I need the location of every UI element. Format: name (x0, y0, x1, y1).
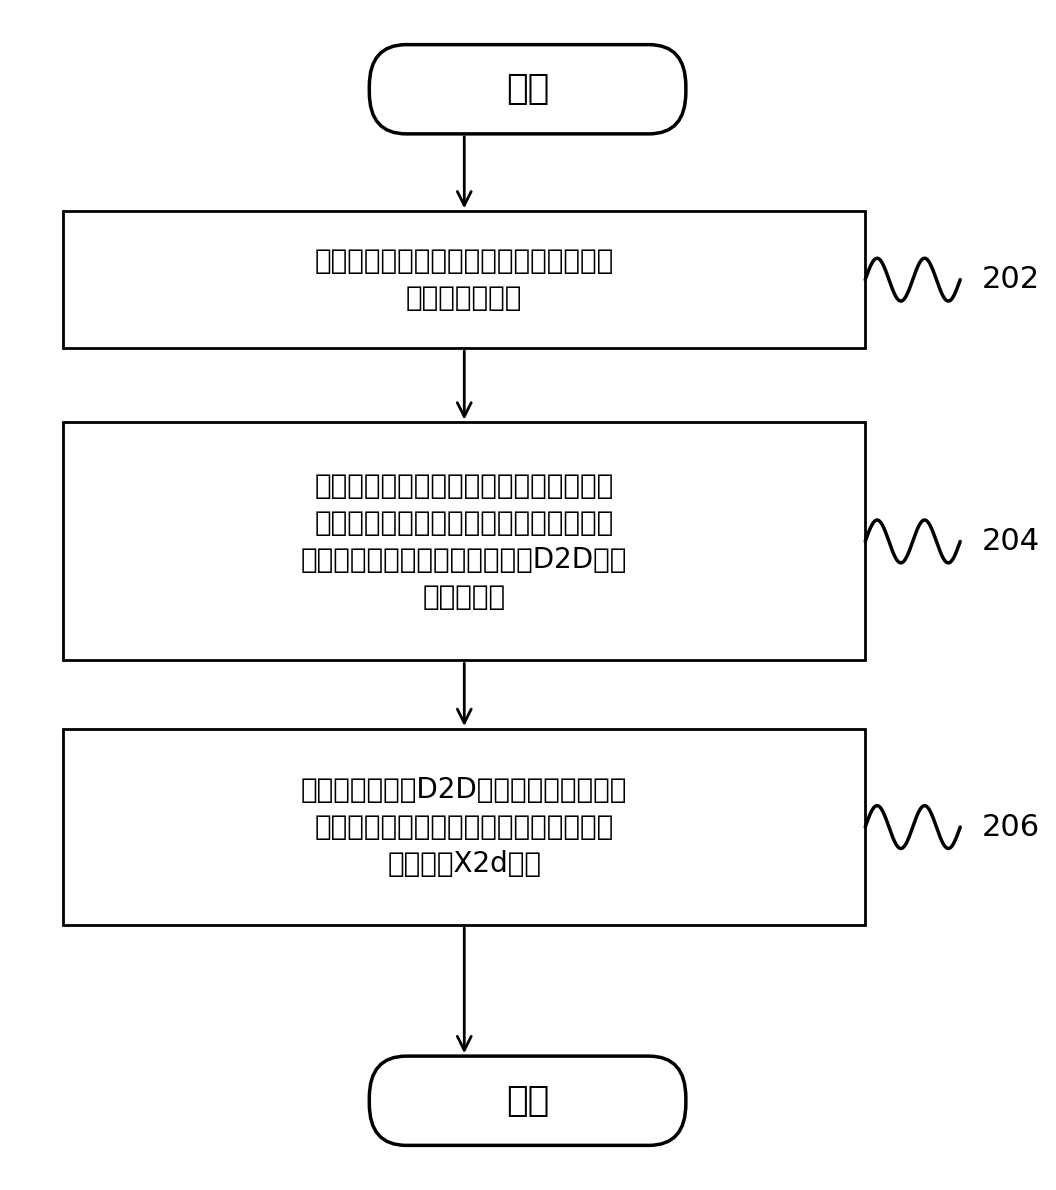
Text: 确定第一终端化小区和第二终端化小区之
间是否建立协作: 确定第一终端化小区和第二终端化小区之 间是否建立协作 (315, 248, 614, 312)
Bar (63, 728, 865, 926)
Text: 204: 204 (981, 527, 1039, 556)
Bar (63, 422, 865, 660)
Bar (63, 212, 865, 349)
Text: 在已启动的所述D2D链路的探测过程的所
述第一终端化小区和所述第二终端化小区
之间建立X2d接口: 在已启动的所述D2D链路的探测过程的所 述第一终端化小区和所述第二终端化小区 之… (301, 776, 627, 878)
FancyBboxPatch shape (370, 45, 685, 134)
Text: 206: 206 (981, 813, 1039, 841)
Text: 若所述第一终端化小区和所述第二终端化
小区已建立协作，启动所述第一终端化小
区和所述第二终端化小区之间的D2D链路
的探测过程: 若所述第一终端化小区和所述第二终端化 小区已建立协作，启动所述第一终端化小 区和… (301, 472, 627, 610)
Text: 开始: 开始 (506, 73, 549, 106)
Text: 202: 202 (981, 265, 1039, 294)
FancyBboxPatch shape (370, 1057, 685, 1145)
Text: 结束: 结束 (506, 1084, 549, 1117)
